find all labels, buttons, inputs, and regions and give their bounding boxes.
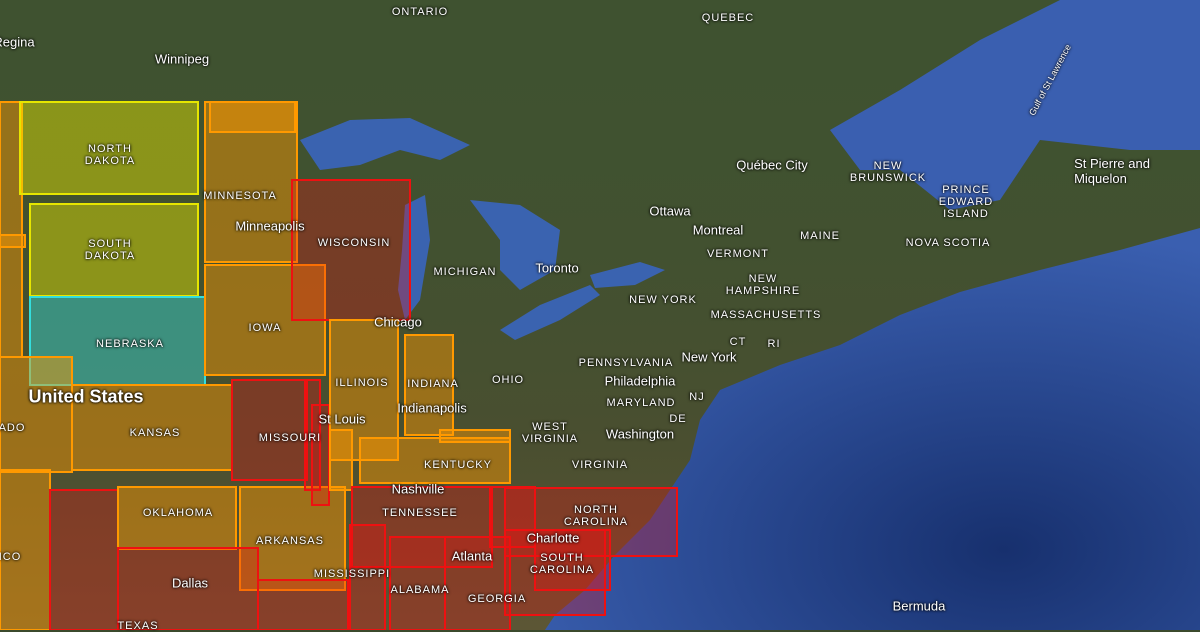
minnesota-label: MINNESOTA xyxy=(203,190,277,202)
region-overlay-red[interactable] xyxy=(49,489,119,630)
kansas-label: KANSAS xyxy=(129,427,181,439)
wisconsin-label: WISCONSIN xyxy=(317,237,391,249)
region-overlay-orange[interactable] xyxy=(0,101,23,358)
region-overlay-orange[interactable] xyxy=(71,384,233,471)
gulf-of-st-lawrence xyxy=(830,0,1200,210)
kentucky-label: KENTUCKY xyxy=(424,459,492,471)
region-overlay-orange[interactable] xyxy=(0,469,51,630)
bermuda-label: Bermuda xyxy=(892,598,946,614)
new-york-label: New York xyxy=(681,349,737,365)
region-overlay-red[interactable] xyxy=(231,379,308,481)
region-overlay-orange[interactable] xyxy=(204,101,298,263)
region-overlay-yellow[interactable] xyxy=(29,203,199,297)
massachusetts-label: MASSACHUSETTS xyxy=(710,309,822,321)
nova-scotia-label: NOVA SCOTIA xyxy=(905,237,991,249)
new-hampshire-label: NEW HAMPSHIRE xyxy=(725,273,801,297)
de-label: DE xyxy=(669,413,687,425)
pennsylvania-label: PENNSYLVANIA xyxy=(578,357,674,369)
region-overlay-red[interactable] xyxy=(349,524,386,630)
region-overlay-red[interactable] xyxy=(534,529,611,591)
washington-label: Washington xyxy=(605,426,675,442)
st-louis-label: St Louis xyxy=(318,411,366,427)
new-mexico-label: ICO xyxy=(0,551,22,563)
west-virginia-label: WEST VIRGINIA xyxy=(521,421,579,445)
michigan-label: MICHIGAN xyxy=(433,266,497,278)
quebec-city-label: Québec City xyxy=(736,157,808,173)
country-label: United States xyxy=(28,386,144,407)
region-overlay-red[interactable] xyxy=(257,579,349,630)
texas-label: TEXAS xyxy=(117,620,159,632)
winnipeg-label: Winnipeg xyxy=(154,51,210,67)
minneapolis-label: Minneapolis xyxy=(235,218,305,234)
region-overlay-orange[interactable] xyxy=(359,437,511,484)
region-overlay-red[interactable] xyxy=(444,536,511,630)
region-overlay-red[interactable] xyxy=(291,179,411,321)
vermont-label: VERMONT xyxy=(707,248,769,260)
alabama-label: ALABAMA xyxy=(390,584,450,596)
region-overlay-orange[interactable] xyxy=(404,334,454,436)
region-overlay-red[interactable] xyxy=(351,486,493,568)
north-carolina-label: NORTH CAROLINA xyxy=(563,504,629,528)
pei-label: PRINCE EDWARD ISLAND xyxy=(938,184,994,220)
oklahoma-label: OKLAHOMA xyxy=(142,507,214,519)
ri-label: RI xyxy=(767,338,781,350)
colorado-label: ADO xyxy=(0,422,26,434)
iowa-label: IOWA xyxy=(248,322,282,334)
regina-label: Regina xyxy=(0,34,35,50)
region-overlay-red[interactable] xyxy=(504,487,678,557)
missouri-label: MISSOURI xyxy=(258,432,322,444)
nebraska-label: NEBRASKA xyxy=(96,338,164,350)
region-overlay-red[interactable] xyxy=(489,486,536,548)
quebec-label: QUEBEC xyxy=(701,12,755,24)
lake-michigan xyxy=(398,195,430,320)
new-brunswick-label: NEW BRUNSWICK xyxy=(849,160,927,184)
region-overlay-red[interactable] xyxy=(389,536,446,630)
chicago-label: Chicago xyxy=(374,314,422,330)
lake-huron xyxy=(470,200,560,290)
indiana-label: INDIANA xyxy=(407,378,459,390)
region-overlay-cyan[interactable] xyxy=(29,296,206,386)
indianapolis-label: Indianapolis xyxy=(397,400,467,416)
lake-erie xyxy=(500,285,600,340)
south-carolina-label: SOUTH CAROLINA xyxy=(529,552,595,576)
toronto-label: Toronto xyxy=(535,260,579,276)
charlotte-label: Charlotte xyxy=(526,530,580,546)
virginia-label: VIRGINIA xyxy=(571,459,629,471)
illinois-label: ILLINOIS xyxy=(335,377,389,389)
region-overlay-orange[interactable] xyxy=(0,356,73,473)
ottawa-label: Ottawa xyxy=(649,203,691,219)
dallas-label: Dallas xyxy=(171,575,209,591)
region-overlay-red[interactable] xyxy=(117,547,259,630)
region-overlay-yellow[interactable] xyxy=(19,101,199,195)
tennessee-label: TENNESSEE xyxy=(382,507,458,519)
region-overlay-orange[interactable] xyxy=(209,101,296,133)
region-overlay-orange[interactable] xyxy=(439,429,511,443)
st-pierre-label: St Pierre and Miquelon xyxy=(1074,156,1150,186)
lake-ontario xyxy=(590,262,665,288)
north-dakota-label: NORTH DAKOTA xyxy=(84,143,136,167)
ohio-label: OHIO xyxy=(491,374,525,386)
new-york-label: NEW YORK xyxy=(629,294,697,306)
ct-label: CT xyxy=(729,336,747,348)
region-overlay-orange[interactable] xyxy=(0,234,26,248)
south-dakota-label: SOUTH DAKOTA xyxy=(84,238,136,262)
lake-superior xyxy=(300,118,470,170)
atlantic-ocean xyxy=(545,228,1200,630)
region-overlay-orange[interactable] xyxy=(329,319,399,461)
region-overlay-orange[interactable] xyxy=(117,486,237,550)
region-overlays xyxy=(0,101,678,630)
georgia-label: GEORGIA xyxy=(467,593,527,605)
maryland-label: MARYLAND xyxy=(606,397,676,409)
nj-label: NJ xyxy=(689,391,705,403)
atlanta-label: Atlanta xyxy=(451,548,493,564)
mississippi-label: MISSISSIPPI xyxy=(313,568,391,580)
ontario-label: ONTARIO xyxy=(391,6,449,18)
montreal-label: Montreal xyxy=(692,222,744,238)
arkansas-label: ARKANSAS xyxy=(256,535,324,547)
maine-label: MAINE xyxy=(800,230,840,242)
nashville-label: Nashville xyxy=(391,481,445,497)
philadelphia-label: Philadelphia xyxy=(604,373,676,389)
